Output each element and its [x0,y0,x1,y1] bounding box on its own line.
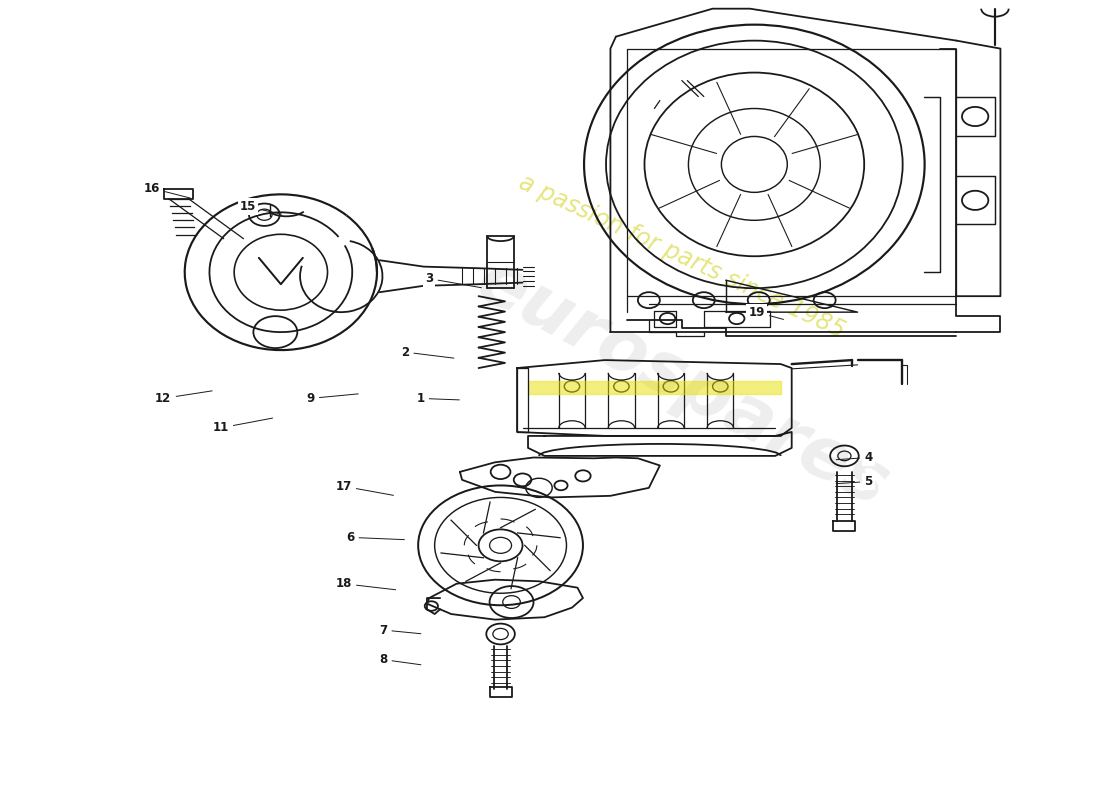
Text: 6: 6 [345,531,405,544]
Text: 16: 16 [144,182,190,198]
Text: 11: 11 [212,418,273,434]
Text: a passion for parts since 1985: a passion for parts since 1985 [515,170,848,342]
Text: 5: 5 [836,475,872,488]
Text: 7: 7 [378,623,421,637]
Text: 2: 2 [400,346,454,358]
Text: 19: 19 [748,306,783,319]
Text: 3: 3 [425,272,482,288]
Text: eurospares: eurospares [464,246,900,522]
Text: 1: 1 [416,392,460,405]
Text: 18: 18 [336,577,396,590]
Text: 12: 12 [155,391,212,405]
Text: 4: 4 [836,451,872,464]
Text: 15: 15 [240,200,282,214]
Text: 17: 17 [336,480,394,495]
Text: 8: 8 [378,653,421,666]
Text: 9: 9 [307,392,359,405]
